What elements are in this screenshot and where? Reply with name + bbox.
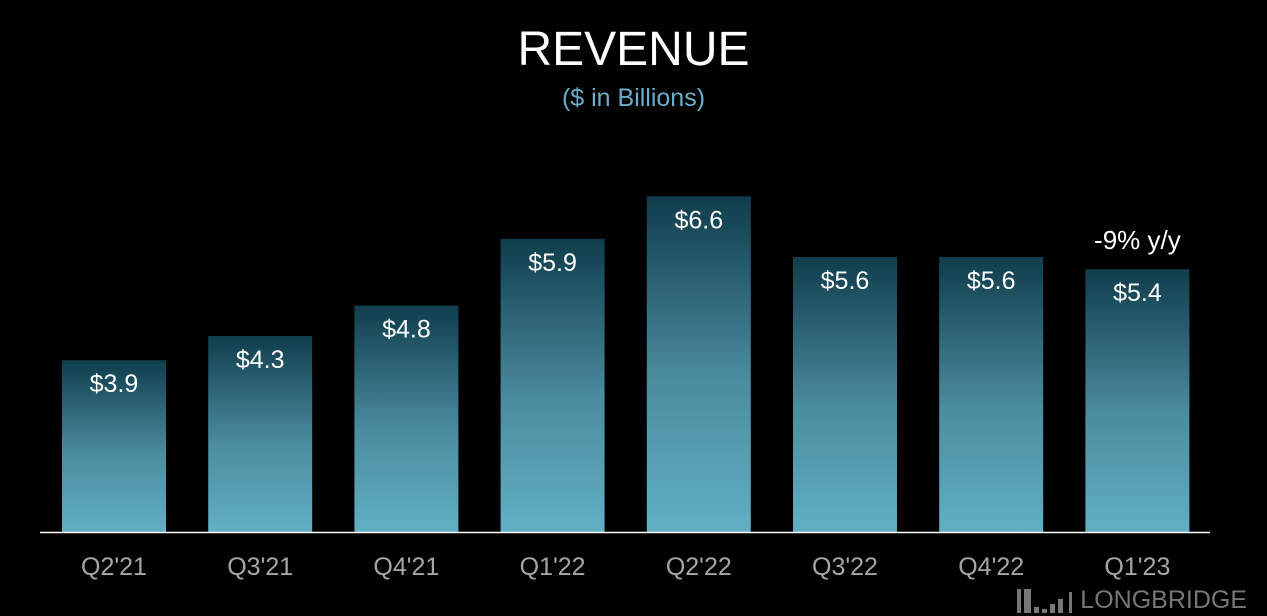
longbridge-watermark: LONGBRIDGE	[1017, 587, 1247, 613]
bar	[354, 305, 459, 532]
x-tick-label: Q2'22	[666, 553, 732, 581]
bar	[62, 360, 166, 532]
data-label: $3.9	[90, 370, 139, 398]
x-tick-label: Q4'21	[373, 553, 439, 581]
x-tick-label: Q3'22	[812, 553, 878, 581]
data-label: $6.6	[674, 206, 723, 234]
data-label: $5.6	[821, 267, 870, 295]
x-tick-label: Q2'21	[81, 553, 147, 581]
watermark-text: LONGBRIDGE	[1080, 586, 1247, 614]
bar	[500, 238, 605, 532]
bar	[646, 196, 751, 533]
bar	[208, 335, 313, 532]
data-label: $5.9	[528, 249, 577, 277]
x-tick-label: Q3'21	[227, 553, 293, 581]
bar	[939, 257, 1044, 532]
logo-icon	[1017, 589, 1073, 613]
x-tick-label: Q1'23	[1104, 553, 1170, 581]
x-tick-label: Q4'22	[958, 553, 1024, 581]
yoy-annotation: -9% y/y	[1094, 225, 1181, 255]
bar	[793, 257, 897, 532]
bar	[1085, 269, 1190, 532]
data-label: $4.3	[236, 346, 285, 374]
data-label: $4.8	[382, 316, 431, 344]
data-label: $5.6	[967, 267, 1016, 295]
data-label: $5.4	[1113, 279, 1162, 307]
x-tick-label: Q1'22	[520, 553, 586, 581]
chart-subtitle: ($ in Billions)	[561, 84, 706, 112]
chart-title: REVENUE	[517, 23, 750, 76]
